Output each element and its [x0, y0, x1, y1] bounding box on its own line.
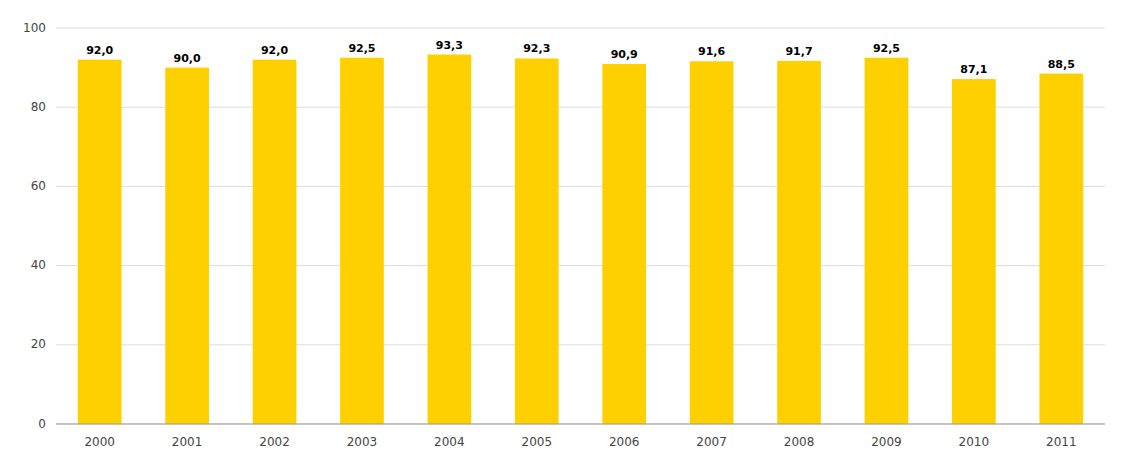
data-labels: 92,0 90,0 92,0 92,5 93,3 92,3 90,9 91,6 91,7 92,5…: [86, 39, 1075, 77]
data-label: 92,5: [873, 42, 900, 55]
data-label: 90,0: [174, 52, 201, 65]
bar: [1039, 74, 1083, 424]
bar: [865, 58, 909, 424]
x-tick-label: 2004: [434, 435, 465, 449]
data-label: 92,5: [348, 42, 375, 55]
bar: [515, 58, 559, 424]
bar: [952, 79, 996, 424]
bar: [602, 64, 646, 424]
grid-line: [56, 424, 1105, 425]
data-label: 91,7: [785, 45, 812, 58]
x-tick-label: 2007: [696, 435, 727, 449]
chart-container: 0 20 40 60 80 100 2000 2001 2002 2003 2004 2005 2006…: [0, 0, 1129, 468]
bar: [165, 68, 209, 424]
bar: [253, 60, 297, 424]
x-tick-label: 2008: [784, 435, 815, 449]
bar: [777, 61, 821, 424]
y-axis: 0 20 40 60 80 100: [23, 21, 46, 431]
x-tick-label: 2009: [871, 435, 902, 449]
x-tick-label: 2003: [347, 435, 378, 449]
data-label: 88,5: [1048, 58, 1075, 71]
data-label: 93,3: [436, 39, 463, 52]
chart: 0 20 40 60 80 100 2000 2001 2002 2003 2004 2005 2006…: [0, 0, 1129, 468]
grid-line: [56, 107, 1105, 108]
grid-line: [56, 186, 1105, 187]
bar: [340, 58, 384, 424]
bar: [690, 61, 734, 424]
data-label: 90,9: [611, 48, 638, 61]
grid-line: [56, 28, 1105, 29]
y-tick-label: 40: [31, 258, 46, 272]
x-tick-label: 2010: [959, 435, 990, 449]
data-label: 91,6: [698, 45, 725, 58]
x-tick-label: 2011: [1046, 435, 1077, 449]
y-tick-label: 0: [38, 417, 46, 431]
x-tick-label: 2001: [172, 435, 203, 449]
y-tick-label: 60: [31, 179, 46, 193]
bar: [78, 60, 122, 424]
x-tick-label: 2000: [84, 435, 115, 449]
x-tick-label: 2006: [609, 435, 640, 449]
grid: [56, 28, 1105, 424]
y-tick-label: 20: [31, 337, 46, 351]
y-tick-label: 80: [31, 100, 46, 114]
data-label: 87,1: [960, 63, 987, 76]
x-tick-label: 2005: [522, 435, 553, 449]
x-axis-line: [56, 424, 1105, 425]
grid-line: [56, 344, 1105, 345]
data-label: 92,3: [523, 42, 550, 55]
x-axis: 2000 2001 2002 2003 2004 2005 2006 2007 2008 2009…: [84, 435, 1076, 449]
bar: [428, 55, 472, 424]
y-tick-label: 100: [23, 21, 46, 35]
x-tick-label: 2002: [259, 435, 290, 449]
data-label: 92,0: [261, 44, 288, 57]
data-label: 92,0: [86, 44, 113, 57]
bars: [78, 55, 1083, 424]
grid-line: [56, 265, 1105, 266]
